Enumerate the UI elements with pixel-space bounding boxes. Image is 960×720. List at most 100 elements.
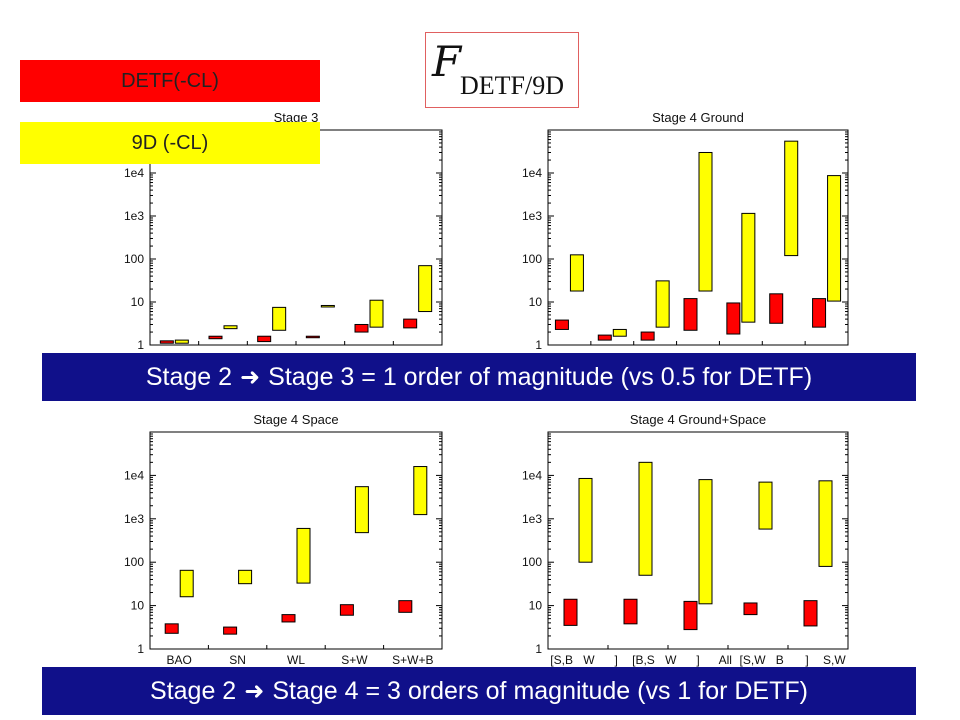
chart2-title: Stage 4 Ground [652,110,744,125]
chart2-ytick-label: 1 [535,338,542,352]
banner-stage3-right: Stage 3 = 1 order of magnitude (vs 0.5 f… [268,362,813,391]
chart1-bar-detf [159,340,174,344]
logo-script-letter: F [432,37,462,86]
chart4-ytick-label: 1e4 [522,468,542,482]
logo-subscript: DETF/9D [460,71,564,100]
chart4-xtick-label: W [665,653,677,667]
chart4-xtick-label: W [583,653,595,667]
legend-detf-label: DETF(-CL) [121,69,219,92]
chart1-bar-detf [403,318,418,329]
chart1-ytick-label: 1 [137,338,144,352]
chart2-ytick-label: 1e3 [522,209,542,223]
chart3-frame [149,431,443,650]
banner-stage4: Stage 2 ➜ Stage 4 = 3 orders of magnitud… [42,667,916,715]
chart4-ytick-label: 1 [535,642,542,656]
chart2-bar-detf [683,298,698,331]
chart1-title: Stage 3 [274,110,319,125]
chart4-xtick-label: ] [805,653,808,667]
banner-stage3-left: Stage 2 [145,362,233,391]
chart4-xtick-label: S,W [823,653,846,667]
chart2-bar-9d [827,175,842,302]
chart3-bar-9d [413,466,428,516]
chart1-bar-9d [369,299,384,328]
chart4-title: Stage 4 Ground+Space [630,412,766,427]
chart1-bar-9d [223,325,238,330]
chart4-bar-9d [578,477,593,563]
chart2-ytick-label: 1e4 [522,166,542,180]
chart4-ytick-label: 100 [522,555,542,569]
chart4-xtick-label: B [776,653,784,667]
figure-of-merit-symbol: F DETF/9D [425,32,579,108]
chart4-bar-detf [623,598,638,625]
chart4-xtick-label: ] [696,653,699,667]
chart4-bar-detf [743,602,758,616]
chart3-xtick-label: WL [287,653,305,667]
chart3-ytick-label: 100 [124,555,144,569]
chart3-ytick-label: 10 [131,599,145,613]
chart2-ytick-label: 100 [522,252,542,266]
chart1-bar-9d [174,339,189,344]
chart4-bar-9d [818,480,833,567]
chart4-bar-detf [803,600,818,627]
chart4-bar-9d [638,461,653,576]
right-arrow-icon: ➜ [244,677,265,705]
chart1-bar-detf [257,335,272,343]
chart2-bar-detf [597,334,612,341]
chart2-bar-9d [655,280,670,328]
chart3-title: Stage 4 Space [253,412,338,427]
chart3-bar-9d [354,486,369,534]
chart2-bar-detf [554,319,569,330]
chart3-xtick-label: SN [229,653,246,667]
chart3-xtick-label: S+W [341,653,368,667]
chart3-bar-9d [238,569,253,585]
chart4-xtick-label: ] [615,653,618,667]
chart3-bar-detf [281,614,296,623]
chart2-bar-9d [569,254,584,292]
legend-9d: 9D (-CL) [20,122,320,164]
chart2-bar-detf [640,331,655,341]
chart4-ytick-label: 10 [529,599,543,613]
chart3-xtick-label: BAO [167,653,192,667]
chart3-bar-detf [223,626,238,635]
chart2-bar-9d [698,151,713,292]
chart1-bar-9d [272,306,287,331]
chart4-xtick-label: [B,S [632,653,655,667]
chart4-xtick-label: [S,W [740,653,767,667]
chart3-bar-detf [398,600,413,613]
chart1-ytick-label: 100 [124,252,144,266]
chart4-bar-9d [758,481,773,530]
banner-stage3: Stage 2 ➜ Stage 3 = 1 order of magnitude… [42,353,916,401]
chart3-xtick-label: S+W+B [392,653,433,667]
chart4-xtick-label: All [719,653,732,667]
legend-9d-label: 9D (-CL) [131,131,209,154]
chart1-bar-detf [208,335,223,340]
chart3-ytick-label: 1e3 [124,512,144,526]
chart2-frame [547,129,849,346]
chart3-bar-detf [164,623,179,634]
chart2-bar-detf [812,298,827,328]
chart2-bar-detf [769,293,784,324]
right-arrow-icon: ➜ [240,363,261,391]
banner-stage4-right: Stage 4 = 3 orders of magnitude (vs 1 fo… [272,676,808,705]
chart1-bar-detf [305,335,320,339]
chart4-frame [547,431,849,650]
chart4-bar-9d [698,479,713,605]
chart3-bar-9d [179,569,194,598]
chart1-ytick-label: 1e4 [124,166,144,180]
chart3-bar-detf [339,604,354,616]
chart3-bar-9d [296,527,311,584]
legend-detf: DETF(-CL) [20,60,320,102]
chart4-ytick-label: 1e3 [522,512,542,526]
chart2-bar-9d [741,212,756,323]
chart1-bar-9d [320,304,335,308]
chart1-ytick-label: 1e3 [124,209,144,223]
banner-stage4-left: Stage 2 [150,676,237,705]
chart3-ytick-label: 1 [137,642,144,656]
chart2-bar-9d [612,328,627,337]
chart1-bar-9d [418,265,433,313]
chart1-bar-detf [354,323,369,333]
chart2-bar-9d [784,140,799,257]
chart3-ytick-label: 1e4 [124,468,144,482]
chart2-ytick-label: 10 [529,295,543,309]
